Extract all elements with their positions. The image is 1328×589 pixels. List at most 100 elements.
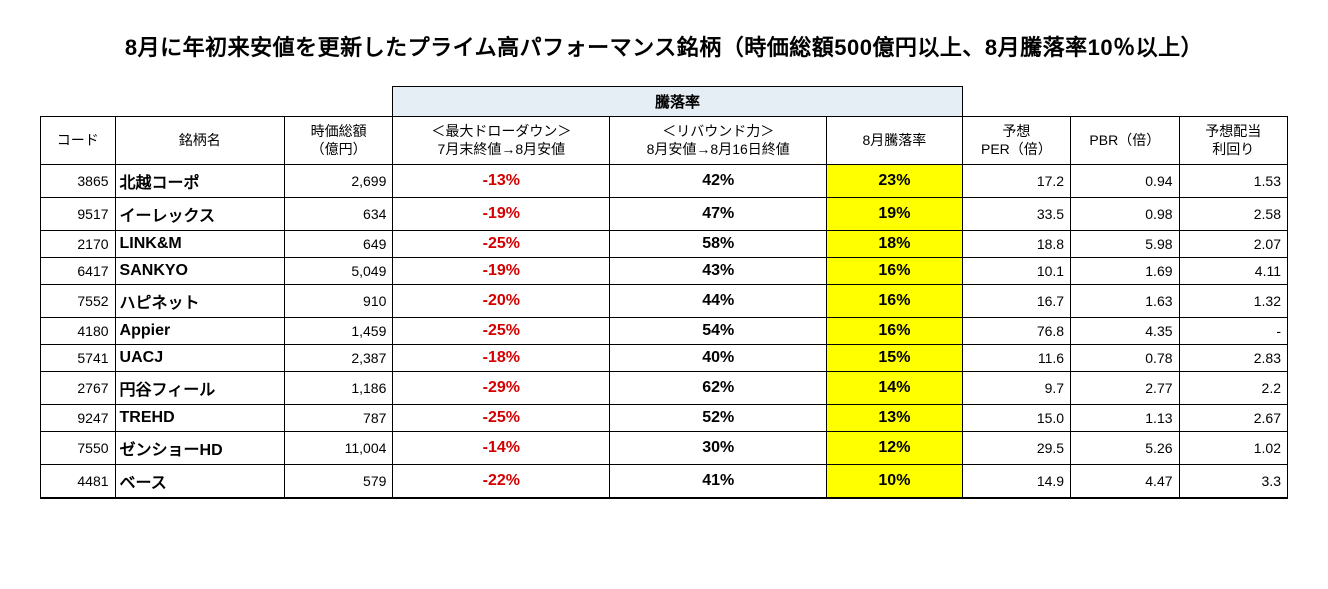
cell-name: ハピネット (115, 285, 284, 318)
table-row: 3865北越コーポ2,699-13%42%23%17.20.941.53 (41, 165, 1288, 198)
table-row: 2170LINK&M649-25%58%18%18.85.982.07 (41, 231, 1288, 258)
cell-name: ベース (115, 465, 284, 499)
cell-per: 15.0 (962, 405, 1070, 432)
cell-name: LINK&M (115, 231, 284, 258)
col-mcap: 時価総額（億円） (284, 117, 392, 165)
cell-dd: -25% (393, 231, 610, 258)
cell-pbr: 5.98 (1071, 231, 1179, 258)
cell-dd: -13% (393, 165, 610, 198)
cell-dd: -19% (393, 198, 610, 231)
cell-per: 17.2 (962, 165, 1070, 198)
cell-dd: -25% (393, 318, 610, 345)
cell-mcap: 2,699 (284, 165, 392, 198)
cell-rb: 58% (610, 231, 827, 258)
cell-code: 3865 (41, 165, 116, 198)
cell-dd: -25% (393, 405, 610, 432)
cell-pbr: 1.13 (1071, 405, 1179, 432)
cell-mcap: 787 (284, 405, 392, 432)
cell-code: 2767 (41, 372, 116, 405)
cell-mcap: 11,004 (284, 432, 392, 465)
cell-mcap: 649 (284, 231, 392, 258)
col-dd: ＜最大ドローダウン＞7月末終値→8月安値 (393, 117, 610, 165)
cell-per: 18.8 (962, 231, 1070, 258)
cell-aug: 19% (827, 198, 963, 231)
cell-aug: 15% (827, 345, 963, 372)
table-row: 5741UACJ2,387-18%40%15%11.60.782.83 (41, 345, 1288, 372)
cell-code: 7552 (41, 285, 116, 318)
cell-aug: 13% (827, 405, 963, 432)
cell-pbr: 0.94 (1071, 165, 1179, 198)
cell-div: 2.67 (1179, 405, 1287, 432)
cell-pbr: 1.63 (1071, 285, 1179, 318)
cell-div: 1.02 (1179, 432, 1287, 465)
cell-rb: 42% (610, 165, 827, 198)
col-aug: 8月騰落率 (827, 117, 963, 165)
stock-table: 騰落率 コード 銘柄名 時価総額（億円） ＜最大ドローダウン＞7月末終値→8月安… (40, 86, 1288, 499)
cell-aug: 16% (827, 258, 963, 285)
cell-per: 11.6 (962, 345, 1070, 372)
cell-dd: -18% (393, 345, 610, 372)
cell-div: 2.07 (1179, 231, 1287, 258)
cell-mcap: 5,049 (284, 258, 392, 285)
cell-aug: 16% (827, 318, 963, 345)
cell-code: 9247 (41, 405, 116, 432)
cell-rb: 52% (610, 405, 827, 432)
cell-rb: 47% (610, 198, 827, 231)
cell-mcap: 634 (284, 198, 392, 231)
cell-rb: 44% (610, 285, 827, 318)
cell-rb: 41% (610, 465, 827, 499)
cell-dd: -29% (393, 372, 610, 405)
header-blank-right (962, 87, 1287, 117)
cell-dd: -19% (393, 258, 610, 285)
cell-name: TREHD (115, 405, 284, 432)
cell-rb: 43% (610, 258, 827, 285)
cell-rb: 62% (610, 372, 827, 405)
cell-pbr: 0.78 (1071, 345, 1179, 372)
table-row: 6417SANKYO5,049-19%43%16%10.11.694.11 (41, 258, 1288, 285)
col-name: 銘柄名 (115, 117, 284, 165)
cell-aug: 18% (827, 231, 963, 258)
cell-div: 2.2 (1179, 372, 1287, 405)
header-group: 騰落率 (393, 87, 962, 117)
cell-div: 2.58 (1179, 198, 1287, 231)
cell-dd: -14% (393, 432, 610, 465)
cell-mcap: 1,186 (284, 372, 392, 405)
cell-per: 14.9 (962, 465, 1070, 499)
table-body: 3865北越コーポ2,699-13%42%23%17.20.941.539517… (41, 165, 1288, 499)
cell-code: 4180 (41, 318, 116, 345)
page-title: 8月に年初来安値を更新したプライム高パフォーマンス銘柄（時価総額500億円以上、… (40, 30, 1288, 62)
cell-aug: 14% (827, 372, 963, 405)
cell-per: 9.7 (962, 372, 1070, 405)
col-code: コード (41, 117, 116, 165)
cell-pbr: 5.26 (1071, 432, 1179, 465)
cell-name: 北越コーポ (115, 165, 284, 198)
cell-code: 6417 (41, 258, 116, 285)
cell-aug: 16% (827, 285, 963, 318)
cell-dd: -20% (393, 285, 610, 318)
table-row: 9247TREHD787-25%52%13%15.01.132.67 (41, 405, 1288, 432)
cell-div: 3.3 (1179, 465, 1287, 499)
cell-div: - (1179, 318, 1287, 345)
cell-pbr: 4.47 (1071, 465, 1179, 499)
cell-pbr: 4.35 (1071, 318, 1179, 345)
cell-rb: 54% (610, 318, 827, 345)
table-row: 7552ハピネット910-20%44%16%16.71.631.32 (41, 285, 1288, 318)
cell-aug: 23% (827, 165, 963, 198)
cell-mcap: 579 (284, 465, 392, 499)
cell-div: 1.32 (1179, 285, 1287, 318)
cell-code: 7550 (41, 432, 116, 465)
cell-per: 33.5 (962, 198, 1070, 231)
cell-per: 29.5 (962, 432, 1070, 465)
cell-per: 76.8 (962, 318, 1070, 345)
cell-name: 円谷フィール (115, 372, 284, 405)
cell-div: 2.83 (1179, 345, 1287, 372)
cell-rb: 30% (610, 432, 827, 465)
table-row: 9517イーレックス634-19%47%19%33.50.982.58 (41, 198, 1288, 231)
cell-aug: 12% (827, 432, 963, 465)
cell-mcap: 910 (284, 285, 392, 318)
cell-div: 4.11 (1179, 258, 1287, 285)
cell-per: 10.1 (962, 258, 1070, 285)
cell-code: 5741 (41, 345, 116, 372)
col-div: 予想配当利回り (1179, 117, 1287, 165)
table-row: 4180Appier1,459-25%54%16%76.84.35- (41, 318, 1288, 345)
